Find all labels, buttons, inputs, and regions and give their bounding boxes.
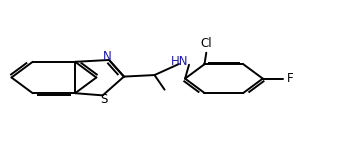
Text: Cl: Cl [200,37,212,50]
Text: S: S [100,93,108,106]
Text: F: F [287,72,293,85]
Text: N: N [103,50,112,63]
Text: HN: HN [171,55,188,68]
